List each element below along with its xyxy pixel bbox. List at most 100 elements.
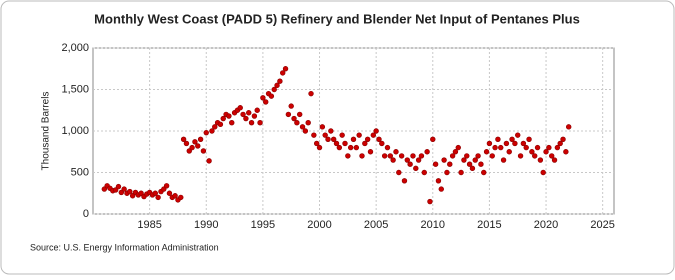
point <box>243 115 249 122</box>
point <box>305 119 311 126</box>
point <box>398 153 405 159</box>
point <box>356 132 362 138</box>
point <box>546 144 552 151</box>
point <box>251 113 258 119</box>
point <box>370 132 377 138</box>
point <box>381 153 388 159</box>
point <box>212 124 218 130</box>
chart-title: Monthly West Coast (PADD 5) Refinery and… <box>94 11 580 26</box>
point <box>466 161 473 167</box>
point <box>121 186 127 192</box>
point <box>237 105 243 111</box>
point <box>486 140 493 147</box>
point <box>325 136 331 143</box>
y-tick-label: 500 <box>71 166 89 178</box>
point <box>500 157 507 163</box>
point <box>226 113 232 119</box>
point <box>152 190 158 196</box>
point <box>563 149 569 155</box>
point <box>506 149 512 155</box>
point <box>353 144 360 151</box>
point <box>260 95 266 101</box>
point <box>523 144 529 151</box>
point <box>178 194 184 201</box>
y-tick-label: 2,000 <box>61 42 89 54</box>
point <box>285 111 292 118</box>
point <box>401 178 408 184</box>
point <box>455 144 461 151</box>
point <box>359 153 365 159</box>
point <box>336 144 343 151</box>
point <box>447 161 453 167</box>
point <box>384 144 391 151</box>
point <box>299 124 306 130</box>
point <box>407 161 413 167</box>
point <box>498 144 504 151</box>
y-tick-label: 0 <box>83 208 89 220</box>
point <box>464 153 470 159</box>
point <box>549 153 555 159</box>
point <box>452 149 459 155</box>
point <box>254 107 260 113</box>
point <box>373 128 379 134</box>
point <box>458 169 464 176</box>
point <box>280 70 286 76</box>
point <box>551 157 558 163</box>
point <box>393 149 399 155</box>
point <box>438 186 444 192</box>
point <box>520 140 527 147</box>
point <box>517 153 524 159</box>
point <box>534 144 541 151</box>
point <box>512 140 518 147</box>
point <box>166 190 173 196</box>
point <box>163 183 170 189</box>
point <box>432 161 439 167</box>
point <box>481 169 487 176</box>
y-tick-label: 1,500 <box>61 83 89 95</box>
point <box>192 139 198 145</box>
point <box>410 153 416 159</box>
point <box>297 111 303 118</box>
point <box>246 110 252 116</box>
point <box>503 140 510 147</box>
x-tick-label: 1995 <box>251 219 275 231</box>
point <box>461 157 467 163</box>
point <box>492 144 498 151</box>
point <box>229 119 235 126</box>
point <box>430 136 436 143</box>
point <box>248 119 255 126</box>
point <box>554 144 561 151</box>
point <box>424 149 430 155</box>
point <box>311 132 317 138</box>
point <box>495 136 501 143</box>
point <box>217 121 224 128</box>
x-tick-label: 2015 <box>477 219 501 231</box>
point <box>415 157 422 163</box>
point <box>308 90 314 97</box>
point <box>421 169 427 176</box>
point <box>183 140 190 147</box>
point <box>560 136 566 143</box>
point <box>472 157 478 163</box>
point <box>257 119 263 126</box>
point <box>364 136 371 143</box>
point <box>367 149 374 155</box>
point <box>330 136 337 143</box>
point <box>271 86 277 93</box>
point <box>206 158 212 164</box>
point <box>478 161 484 167</box>
point <box>209 128 215 134</box>
point <box>288 103 294 109</box>
point <box>263 99 269 105</box>
point <box>274 82 280 89</box>
x-tick-label: 2005 <box>364 219 388 231</box>
point <box>277 78 283 84</box>
point <box>268 93 275 99</box>
point <box>313 140 320 147</box>
point <box>418 153 425 159</box>
point <box>376 136 382 143</box>
source: Source: U.S. Energy Information Administ… <box>30 242 219 252</box>
point <box>180 136 187 143</box>
